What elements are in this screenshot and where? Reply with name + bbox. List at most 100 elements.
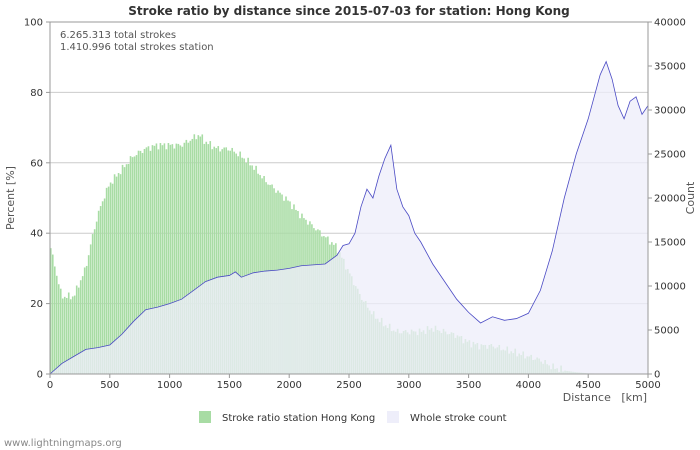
ratio-bar bbox=[165, 149, 168, 374]
ratio-bar bbox=[101, 201, 104, 374]
x-tick-label-6: 3000 bbox=[396, 380, 421, 391]
ratio-bar bbox=[71, 296, 74, 374]
count-line bbox=[49, 60, 649, 375]
ratio-bar bbox=[217, 146, 220, 374]
legend-label-count: Whole stroke count bbox=[410, 413, 507, 424]
ratio-bar bbox=[211, 149, 214, 374]
ratio-bar bbox=[235, 153, 237, 374]
ratio-bar bbox=[173, 148, 176, 374]
ratio-bar bbox=[205, 141, 208, 374]
ratio-bar bbox=[125, 164, 128, 374]
ratio-bar bbox=[115, 176, 118, 374]
ratio-bar bbox=[157, 149, 160, 374]
ratio-bar bbox=[163, 143, 166, 374]
x-tick-label-0: 0 bbox=[47, 380, 53, 391]
plot-area bbox=[49, 21, 649, 375]
x-tick-label-3: 1500 bbox=[217, 380, 242, 391]
ratio-bar bbox=[207, 144, 210, 374]
ratio-bar bbox=[215, 148, 218, 374]
right-tick-label-1: 5000 bbox=[654, 326, 679, 337]
ratio-bar bbox=[247, 157, 249, 374]
left-tick-label-3: 60 bbox=[30, 158, 43, 169]
ratio-bar bbox=[155, 143, 158, 374]
ratio-bar bbox=[171, 144, 174, 374]
ratio-bar bbox=[199, 136, 202, 374]
left-tick-label-5: 100 bbox=[24, 18, 43, 29]
ratio-bar bbox=[127, 163, 130, 374]
right-tick-label-3: 15000 bbox=[654, 238, 686, 249]
x-tick-label-7: 3500 bbox=[456, 380, 481, 391]
station-strokes-annotation: 1.410.996 total strokes station bbox=[60, 42, 214, 53]
ratio-bar bbox=[139, 150, 142, 374]
ratio-bar bbox=[113, 174, 116, 374]
left-tick-label-1: 20 bbox=[30, 299, 43, 310]
ratio-bar bbox=[241, 157, 243, 374]
watermark: www.lightningmaps.org bbox=[4, 438, 122, 449]
ratio-bar bbox=[181, 146, 184, 374]
ratio-bar bbox=[121, 164, 124, 374]
ratio-bar bbox=[103, 198, 106, 374]
total-strokes-annotation: 6.265.313 total strokes bbox=[60, 30, 176, 41]
right-tick-label-6: 30000 bbox=[654, 106, 686, 117]
x-tick-label-1: 500 bbox=[100, 380, 119, 391]
ratio-bar bbox=[105, 187, 108, 374]
ratio-bar bbox=[69, 299, 72, 374]
ratio-bar bbox=[73, 295, 76, 374]
ratio-bar bbox=[177, 143, 180, 374]
ratio-bar bbox=[221, 149, 224, 374]
ratio-bar bbox=[193, 134, 196, 374]
ratio-bar bbox=[55, 275, 58, 374]
x-tick-label-8: 4000 bbox=[516, 380, 541, 391]
ratio-bar bbox=[50, 248, 52, 374]
ratio-bar bbox=[233, 151, 235, 374]
left-tick-label-4: 80 bbox=[30, 88, 43, 99]
left-tick-label-2: 40 bbox=[30, 229, 43, 240]
ratio-bar bbox=[95, 221, 98, 374]
ratio-bar bbox=[161, 145, 164, 374]
ratio-bar bbox=[237, 156, 239, 374]
ratio-bar bbox=[85, 265, 88, 374]
ratio-bar bbox=[51, 254, 54, 374]
ratio-bar bbox=[137, 150, 140, 374]
ratio-bar bbox=[145, 147, 148, 374]
ratio-bar bbox=[111, 183, 114, 374]
ratio-bar bbox=[61, 298, 64, 374]
ratio-bar bbox=[123, 167, 126, 374]
ratio-bar bbox=[141, 153, 144, 374]
right-axis-label: Count bbox=[684, 181, 697, 214]
ratio-bar bbox=[201, 134, 204, 374]
ratio-bar bbox=[167, 143, 170, 374]
ratio-bar bbox=[159, 143, 162, 374]
ratio-bar bbox=[93, 229, 96, 374]
x-tick-label-10: 5000 bbox=[635, 380, 660, 391]
ratio-bar bbox=[57, 284, 60, 374]
ratio-bar bbox=[129, 156, 132, 374]
ratio-bar bbox=[251, 165, 253, 374]
ratio-bar bbox=[99, 206, 102, 374]
ratio-bar bbox=[109, 182, 112, 374]
ratio-bar bbox=[219, 151, 222, 374]
right-tick-label-4: 20000 bbox=[654, 194, 686, 205]
ratio-bar bbox=[183, 142, 186, 374]
ratio-bar bbox=[253, 169, 255, 374]
ratio-bar bbox=[87, 255, 90, 374]
ratio-bar bbox=[135, 155, 138, 374]
ratio-bar bbox=[143, 148, 146, 374]
ratio-bar bbox=[77, 287, 80, 374]
ratio-bar bbox=[223, 147, 226, 374]
x-tick-label-4: 2000 bbox=[276, 380, 301, 391]
right-tick-label-5: 25000 bbox=[654, 150, 686, 161]
x-tick-label-9: 4500 bbox=[575, 380, 600, 391]
ratio-bar bbox=[255, 165, 257, 374]
legend-swatch-count bbox=[387, 411, 399, 423]
ratio-bar bbox=[227, 150, 229, 374]
right-axis: 0 5000 10000 15000 20000 25000 30000 35000 40000 bbox=[648, 18, 686, 381]
ratio-bar bbox=[97, 210, 100, 374]
legend-swatch-ratio bbox=[199, 411, 211, 423]
x-tick-label-2: 1000 bbox=[157, 380, 182, 391]
ratio-bar bbox=[147, 146, 150, 374]
ratio-bar bbox=[187, 142, 190, 374]
ratio-bar bbox=[229, 150, 231, 374]
ratio-bar bbox=[185, 139, 188, 374]
ratio-bar bbox=[83, 267, 86, 374]
